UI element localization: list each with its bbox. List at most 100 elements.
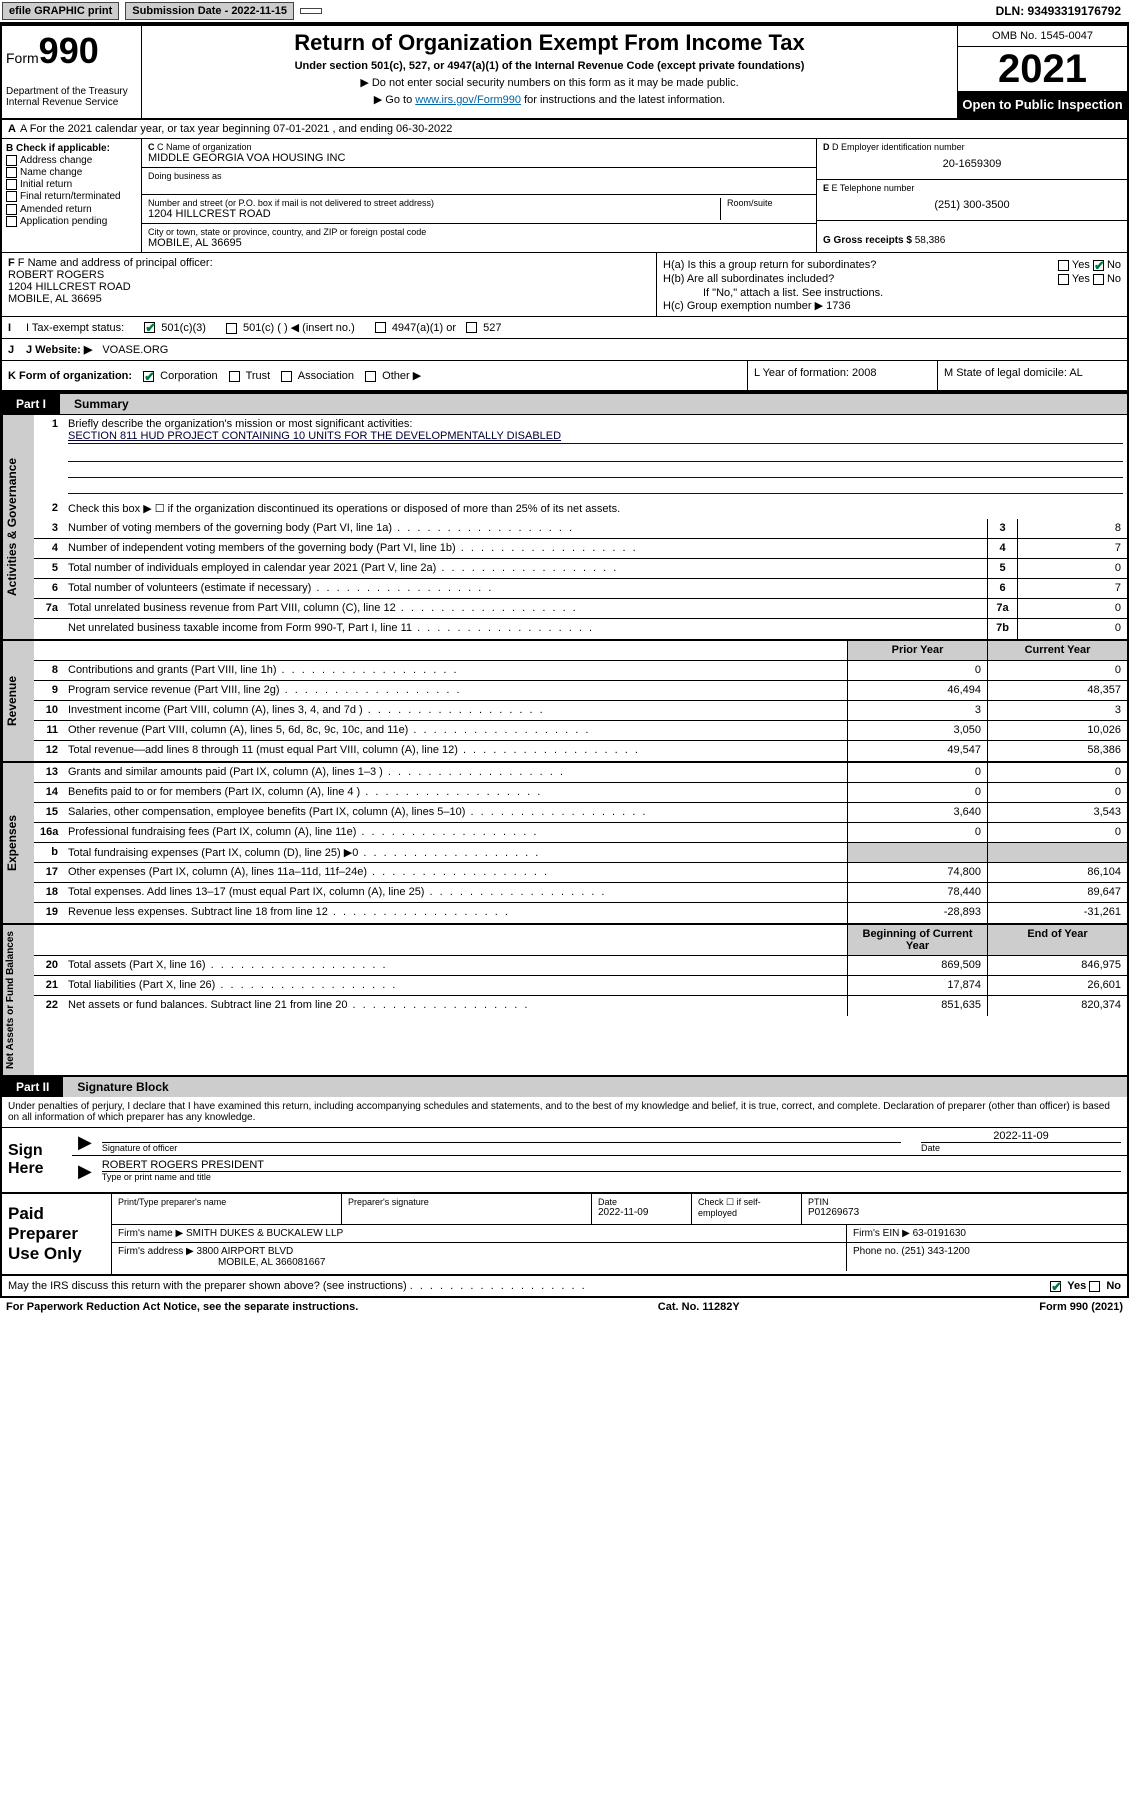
efile-print-button[interactable]: efile GRAPHIC print [2, 2, 119, 20]
chk-hb-yes[interactable] [1058, 274, 1069, 285]
line-num: 22 [34, 996, 64, 1016]
line-desc: Total revenue—add lines 8 through 11 (mu… [64, 741, 847, 761]
current-value: 0 [987, 823, 1127, 842]
line-desc: Investment income (Part VIII, column (A)… [64, 701, 847, 720]
form-number: 990 [39, 30, 99, 71]
paid-preparer-block: Paid Preparer Use Only Print/Type prepar… [0, 1193, 1129, 1276]
officer-addr1: 1204 HILLCREST ROAD [8, 281, 650, 293]
section-bcd: B Check if applicable: Address change Na… [0, 139, 1129, 252]
expenses-tab: Expenses [2, 763, 34, 923]
irs-discuss-row: May the IRS discuss this return with the… [0, 1276, 1129, 1298]
prior-value: 49,547 [847, 741, 987, 761]
prior-value: 0 [847, 661, 987, 680]
col-b-header: B Check if applicable: [6, 143, 137, 154]
line-desc: Total unrelated business revenue from Pa… [64, 599, 987, 618]
current-value: -31,261 [987, 903, 1127, 923]
org-city: MOBILE, AL 36695 [148, 237, 810, 249]
chk-address-change[interactable] [6, 155, 17, 166]
officer-addr2: MOBILE, AL 36695 [8, 293, 650, 305]
prior-year-header: Prior Year [847, 641, 987, 660]
line-desc: Benefits paid to or for members (Part IX… [64, 783, 847, 802]
prior-value: 3,640 [847, 803, 987, 822]
line-value: 0 [1017, 559, 1127, 578]
line-box: 3 [987, 519, 1017, 538]
chk-discuss-yes[interactable] [1050, 1281, 1061, 1292]
line-num: 3 [34, 519, 64, 538]
form-ref: Form 990 (2021) [1039, 1301, 1123, 1313]
chk-501c3[interactable] [144, 322, 155, 333]
line-desc: Net assets or fund balances. Subtract li… [64, 996, 847, 1016]
firm-addr1: 3800 AIRPORT BLVD [197, 1246, 294, 1257]
current-value: 10,026 [987, 721, 1127, 740]
prior-value: 869,509 [847, 956, 987, 975]
current-value: 3,543 [987, 803, 1127, 822]
officer-sig-name: ROBERT ROGERS PRESIDENT [102, 1159, 1121, 1171]
prior-value: -28,893 [847, 903, 987, 923]
form-header: Form990 Department of the Treasury Inter… [0, 24, 1129, 120]
chk-hb-no[interactable] [1093, 274, 1104, 285]
ptin-value: P01269673 [808, 1207, 1121, 1218]
irs-link[interactable]: www.irs.gov/Form990 [415, 94, 521, 106]
line-desc: Total number of individuals employed in … [64, 559, 987, 578]
net-assets-tab: Net Assets or Fund Balances [2, 925, 34, 1075]
chk-4947[interactable] [375, 322, 386, 333]
chk-501c[interactable] [226, 323, 237, 334]
prior-value: 0 [847, 763, 987, 782]
current-value: 0 [987, 661, 1127, 680]
line-num: 16a [34, 823, 64, 842]
firm-phone: (251) 343-1200 [901, 1246, 969, 1257]
prior-value: 74,800 [847, 863, 987, 882]
current-value: 3 [987, 701, 1127, 720]
row-fh: F F Name and address of principal office… [0, 252, 1129, 317]
firm-name: SMITH DUKES & BUCKALEW LLP [186, 1228, 343, 1239]
current-value [987, 843, 1127, 862]
line-desc: Contributions and grants (Part VIII, lin… [64, 661, 847, 680]
line-desc: Other revenue (Part VIII, column (A), li… [64, 721, 847, 740]
chk-527[interactable] [466, 322, 477, 333]
open-public-badge: Open to Public Inspection [958, 91, 1127, 118]
chk-other[interactable] [365, 371, 376, 382]
line-num: 7a [34, 599, 64, 618]
chk-trust[interactable] [229, 371, 240, 382]
ein-value: 20-1659309 [823, 152, 1121, 176]
current-value: 0 [987, 763, 1127, 782]
chk-assoc[interactable] [281, 371, 292, 382]
current-value: 0 [987, 783, 1127, 802]
chk-app-pending[interactable] [6, 216, 17, 227]
line-desc: Grants and similar amounts paid (Part IX… [64, 763, 847, 782]
mission-text: SECTION 811 HUD PROJECT CONTAINING 10 UN… [68, 430, 1123, 444]
current-value: 846,975 [987, 956, 1127, 975]
row-klm: K Form of organization: Corporation Trus… [0, 361, 1129, 392]
prior-value: 0 [847, 783, 987, 802]
row-j-website: JJ Website: ▶ VOASE.ORG [0, 339, 1129, 361]
state-domicile: M State of legal domicile: AL [937, 361, 1127, 390]
chk-corp[interactable] [143, 371, 154, 382]
sign-here-label: Sign Here [2, 1128, 72, 1192]
chk-name-change[interactable] [6, 167, 17, 178]
tax-year: 2021 [958, 47, 1127, 91]
chk-amended[interactable] [6, 204, 17, 215]
row-a-tax-year: AA For the 2021 calendar year, or tax ye… [0, 120, 1129, 139]
line-num: 11 [34, 721, 64, 740]
chk-ha-no[interactable] [1093, 260, 1104, 271]
org-name: MIDDLE GEORGIA VOA HOUSING INC [148, 152, 810, 164]
chk-final-return[interactable] [6, 191, 17, 202]
current-year-header: Current Year [987, 641, 1127, 660]
department-label: Department of the Treasury Internal Reve… [6, 86, 137, 108]
chk-ha-yes[interactable] [1058, 260, 1069, 271]
line-num: 5 [34, 559, 64, 578]
line-desc: Total expenses. Add lines 13–17 (must eq… [64, 883, 847, 902]
org-address: 1204 HILLCREST ROAD [148, 208, 720, 220]
chk-discuss-no[interactable] [1089, 1281, 1100, 1292]
line-desc: Total liabilities (Part X, line 26) [64, 976, 847, 995]
governance-section: Activities & Governance 1 Briefly descri… [0, 414, 1129, 641]
arrow-icon: ▶ [78, 1161, 92, 1182]
form-prefix: Form [6, 50, 39, 66]
prior-value [847, 843, 987, 862]
website-value: VOASE.ORG [102, 344, 168, 356]
line-desc: Program service revenue (Part VIII, line… [64, 681, 847, 700]
line-box: 7a [987, 599, 1017, 618]
line-num: 15 [34, 803, 64, 822]
form-number-block: Form990 Department of the Treasury Inter… [2, 26, 142, 118]
chk-initial-return[interactable] [6, 179, 17, 190]
